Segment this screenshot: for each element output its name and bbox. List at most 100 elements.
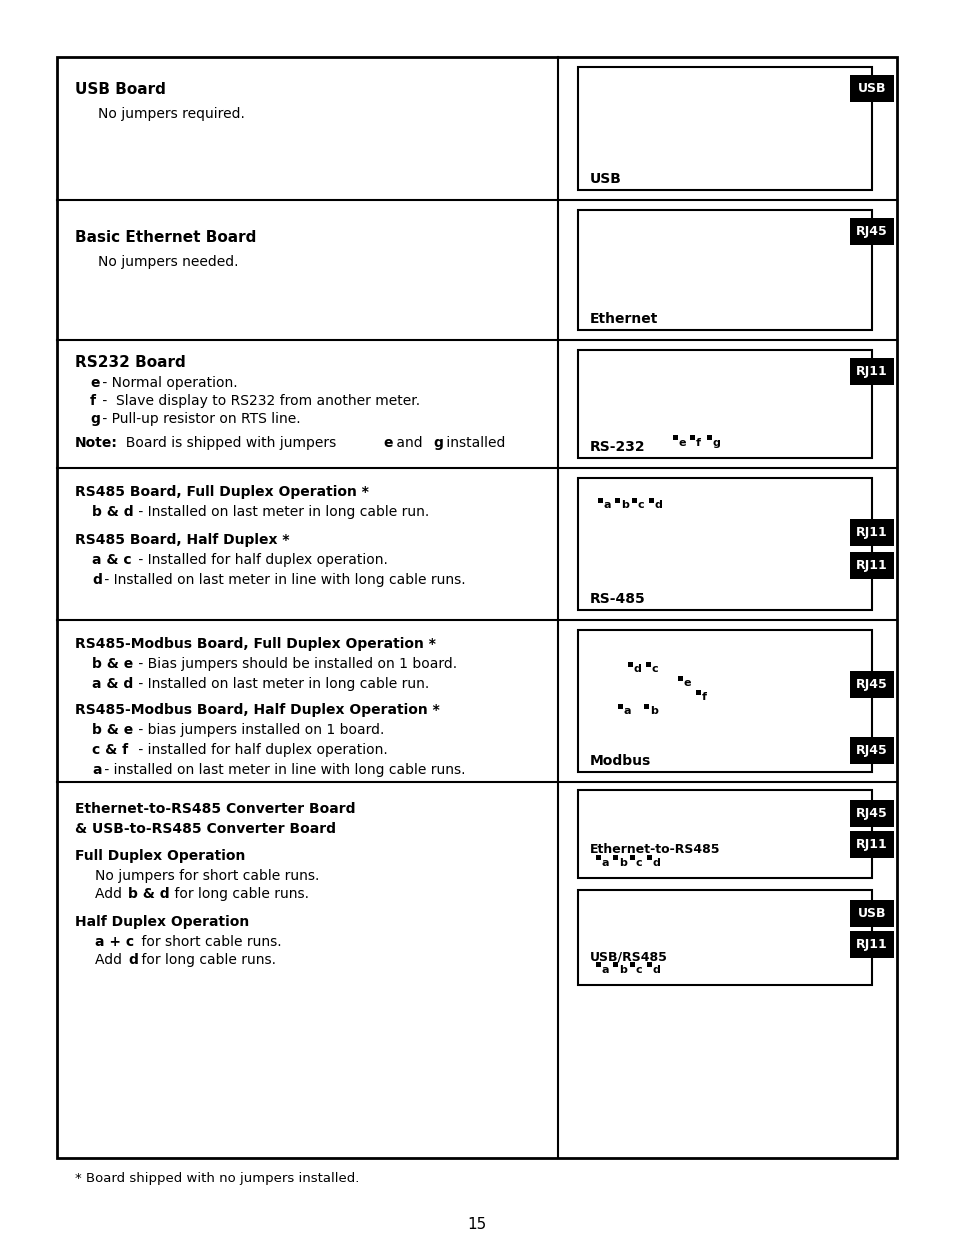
Bar	[849, 831, 893, 858]
Text: Basic Ethernet Board: Basic Ethernet Board	[75, 230, 256, 245]
Bar	[578, 350, 871, 458]
Text: RJ11: RJ11	[855, 526, 887, 538]
Text: b & e: b & e	[91, 657, 133, 671]
Text: b & d: b & d	[91, 505, 133, 519]
Text: Ethernet: Ethernet	[589, 312, 658, 326]
Bar	[618, 704, 622, 709]
Text: RS485 Board, Half Duplex *: RS485 Board, Half Duplex *	[75, 534, 289, 547]
Text: f: f	[701, 692, 706, 701]
Bar	[849, 219, 893, 245]
Text: - Installed for half duplex operation.: - Installed for half duplex operation.	[133, 553, 387, 567]
Text: e: e	[679, 438, 686, 448]
Text: 15: 15	[467, 1216, 486, 1233]
Text: Note:: Note:	[75, 436, 118, 450]
Text: d: d	[129, 953, 138, 967]
Bar	[629, 962, 635, 967]
Text: b & e: b & e	[91, 722, 133, 737]
Bar	[648, 498, 654, 503]
Text: USB/RS485: USB/RS485	[589, 950, 667, 963]
Text: - installed on last meter in line with long cable runs.: - installed on last meter in line with l…	[100, 763, 465, 777]
Text: b: b	[620, 500, 628, 510]
Text: Modbus: Modbus	[589, 755, 651, 768]
Text: e: e	[683, 678, 691, 688]
Text: for long cable runs.: for long cable runs.	[136, 953, 275, 967]
Bar	[849, 737, 893, 764]
Text: RS-485: RS-485	[589, 592, 645, 606]
Bar	[849, 671, 893, 698]
Text: RJ11: RJ11	[855, 559, 887, 572]
Text: - bias jumpers installed on 1 board.: - bias jumpers installed on 1 board.	[133, 722, 384, 737]
Text: c: c	[636, 858, 642, 868]
Text: USB: USB	[857, 906, 885, 920]
Text: installed: installed	[441, 436, 504, 450]
Text: - Bias jumpers should be installed on 1 board.: - Bias jumpers should be installed on 1 …	[133, 657, 456, 671]
Text: USB: USB	[857, 82, 885, 95]
Text: Half Duplex Operation: Half Duplex Operation	[75, 915, 249, 929]
Bar	[849, 75, 893, 103]
Text: RJ45: RJ45	[855, 678, 887, 692]
Bar	[615, 498, 619, 503]
Bar	[849, 519, 893, 546]
Bar	[57, 57, 896, 1158]
Bar	[596, 962, 600, 967]
Text: g: g	[712, 438, 720, 448]
Bar	[849, 552, 893, 579]
Bar	[631, 498, 637, 503]
Bar	[578, 890, 871, 986]
Text: RJ45: RJ45	[855, 806, 887, 820]
Text: d: d	[634, 664, 641, 674]
Text: d: d	[655, 500, 662, 510]
Text: a: a	[601, 858, 609, 868]
Text: No jumpers for short cable runs.: No jumpers for short cable runs.	[95, 869, 319, 883]
Bar	[627, 662, 633, 667]
Text: d: d	[652, 858, 660, 868]
Text: RJ45: RJ45	[855, 225, 887, 238]
Text: Ethernet-to-RS485 Converter Board: Ethernet-to-RS485 Converter Board	[75, 802, 355, 816]
Text: USB Board: USB Board	[75, 82, 166, 98]
Text: - Pull-up resistor on RTS line.: - Pull-up resistor on RTS line.	[98, 412, 300, 426]
Text: RS-232: RS-232	[589, 440, 645, 454]
Bar	[645, 662, 650, 667]
Text: * Board shipped with no jumpers installed.: * Board shipped with no jumpers installe…	[75, 1172, 359, 1186]
Bar	[706, 435, 711, 440]
Text: a: a	[91, 763, 101, 777]
Text: RS232 Board: RS232 Board	[75, 354, 186, 370]
Bar	[578, 790, 871, 878]
Text: a: a	[603, 500, 611, 510]
Bar	[578, 630, 871, 772]
Text: d: d	[652, 965, 660, 974]
Text: RJ11: RJ11	[855, 939, 887, 951]
Bar	[578, 67, 871, 190]
Text: RJ11: RJ11	[855, 839, 887, 851]
Text: b: b	[649, 706, 658, 716]
Text: f: f	[696, 438, 700, 448]
Text: No jumpers needed.: No jumpers needed.	[98, 254, 238, 269]
Text: b: b	[618, 965, 626, 974]
Text: c: c	[636, 965, 642, 974]
Bar	[849, 358, 893, 385]
Bar	[678, 676, 682, 680]
Text: Full Duplex Operation: Full Duplex Operation	[75, 848, 245, 863]
Bar	[613, 962, 618, 967]
Text: Add: Add	[95, 953, 126, 967]
Bar	[598, 498, 602, 503]
Text: c: c	[651, 664, 658, 674]
Bar	[596, 855, 600, 860]
Text: for short cable runs.: for short cable runs.	[136, 935, 281, 948]
Bar	[643, 704, 648, 709]
Text: g: g	[433, 436, 443, 450]
Text: RS485-Modbus Board, Half Duplex Operation *: RS485-Modbus Board, Half Duplex Operatio…	[75, 703, 439, 718]
Text: d: d	[91, 573, 102, 587]
Text: USB: USB	[589, 172, 621, 186]
Text: a + c: a + c	[95, 935, 134, 948]
Text: c: c	[638, 500, 644, 510]
Bar	[578, 478, 871, 610]
Bar	[689, 435, 695, 440]
Text: - installed for half duplex operation.: - installed for half duplex operation.	[133, 743, 387, 757]
Text: RS485-Modbus Board, Full Duplex Operation *: RS485-Modbus Board, Full Duplex Operatio…	[75, 637, 436, 651]
Text: RS485 Board, Full Duplex Operation *: RS485 Board, Full Duplex Operation *	[75, 485, 369, 499]
Text: g: g	[90, 412, 100, 426]
Bar	[672, 435, 678, 440]
Bar	[646, 855, 651, 860]
Bar	[613, 855, 618, 860]
